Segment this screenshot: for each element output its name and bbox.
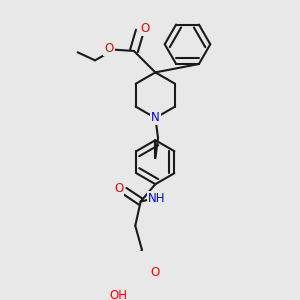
Text: O: O xyxy=(150,266,159,279)
Text: NH: NH xyxy=(148,192,166,206)
Text: N: N xyxy=(151,112,160,124)
Text: O: O xyxy=(114,182,123,195)
Text: O: O xyxy=(141,22,150,35)
Text: OH: OH xyxy=(110,289,128,300)
Text: O: O xyxy=(104,42,114,55)
